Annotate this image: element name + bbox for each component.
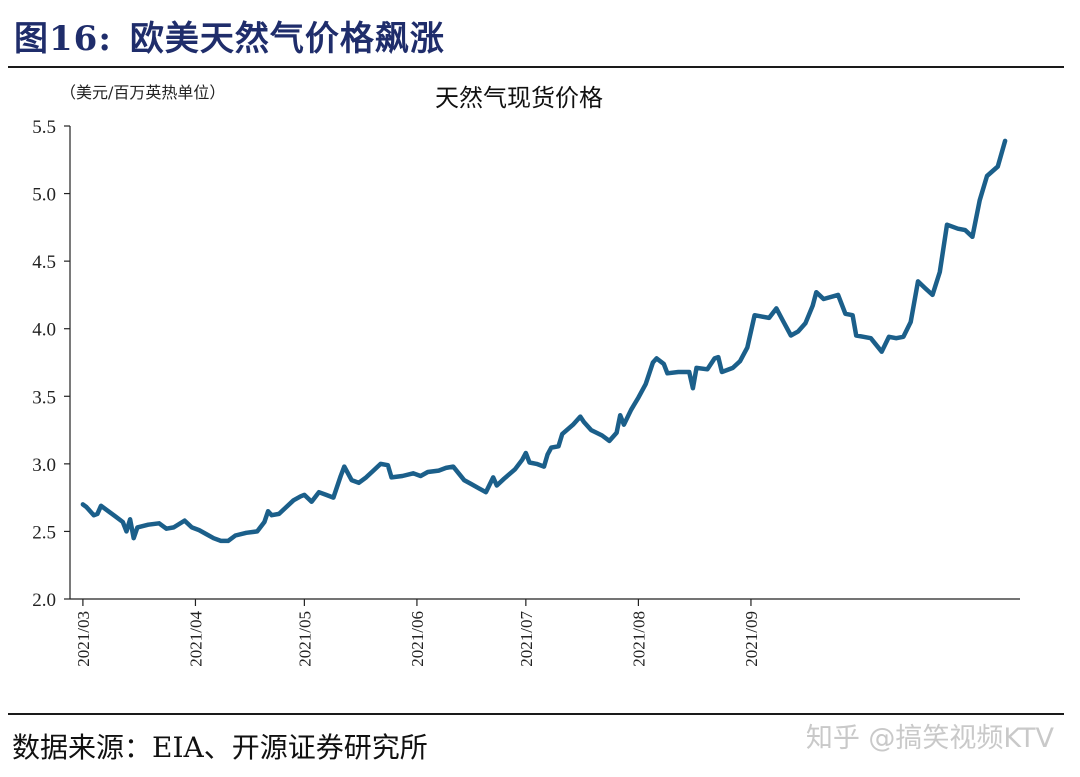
watermark: 知乎 @搞笑视频KTV bbox=[805, 723, 1054, 754]
x-tick-label: 2021/05 bbox=[295, 611, 314, 667]
unit-label: （美元/百万英热单位） bbox=[60, 83, 225, 102]
y-tick-label: 4.0 bbox=[32, 320, 56, 341]
x-tick-label: 2021/09 bbox=[742, 611, 761, 667]
figure-title: 欧美天然气价格飙涨 bbox=[129, 18, 445, 59]
y-tick-label: 3.0 bbox=[32, 455, 56, 476]
axes bbox=[69, 126, 1020, 600]
series-group bbox=[80, 138, 1008, 544]
y-tick-label: 4.5 bbox=[32, 252, 56, 273]
figure-header: 图16: 欧美天然气价格飙涨 bbox=[14, 10, 445, 60]
x-tick-label: 2021/07 bbox=[517, 611, 536, 667]
x-tick-label: 2021/03 bbox=[74, 611, 93, 667]
y-tick-label: 2.0 bbox=[32, 590, 56, 611]
y-tick-label: 5.0 bbox=[32, 185, 56, 206]
series-line-natural-gas-spot-price bbox=[80, 138, 1008, 544]
y-tick-label: 2.5 bbox=[32, 522, 56, 543]
x-tick-label: 2021/04 bbox=[186, 611, 205, 667]
chart-title: 天然气现货价格 bbox=[435, 84, 603, 112]
x-tick-label: 2021/08 bbox=[629, 611, 648, 667]
data-source: 数据来源：EIA、开源证券研究所 bbox=[12, 731, 428, 764]
x-axis-ticks: 2021/03 2021/04 2021/05 2021/06 2021/07 2021/… bbox=[74, 599, 761, 667]
y-tick-label: 5.5 bbox=[32, 117, 56, 138]
top-divider bbox=[8, 66, 1064, 68]
y-tick-label: 3.5 bbox=[32, 387, 56, 408]
x-tick-label: 2021/06 bbox=[408, 611, 427, 667]
y-axis-ticks: 2.0 2.5 3.0 3.5 4.0 4.5 5.0 5.5 bbox=[32, 117, 70, 611]
figure-number: 图16: bbox=[14, 18, 112, 59]
bottom-divider bbox=[8, 713, 1064, 715]
